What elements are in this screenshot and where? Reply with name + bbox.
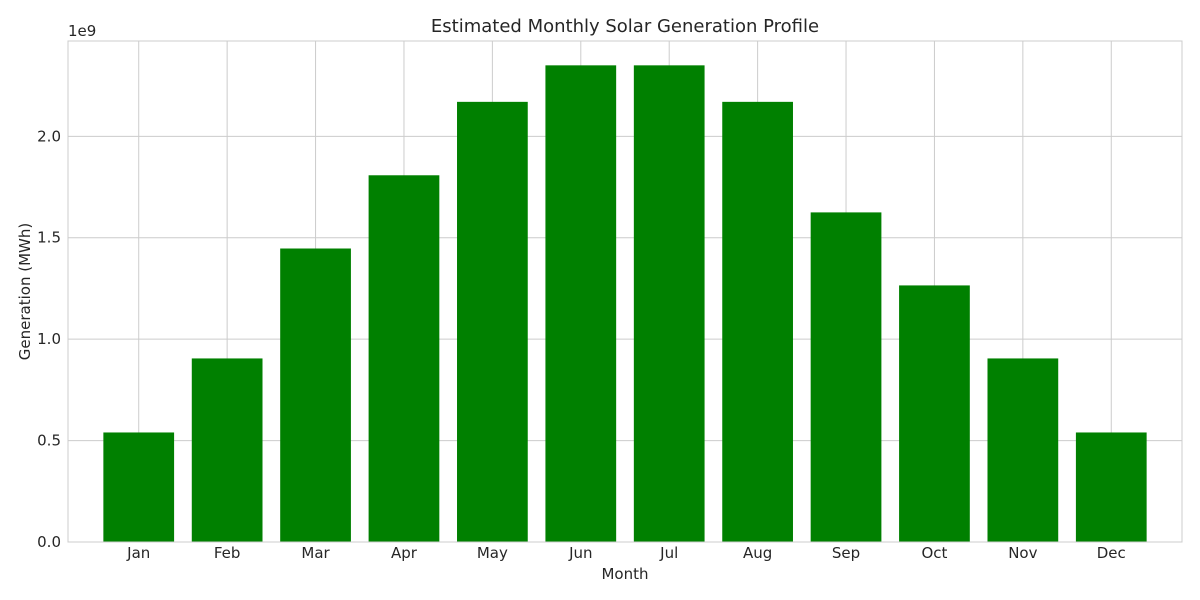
- bars: [103, 65, 1147, 543]
- y-tick-label: 1.5: [37, 229, 61, 247]
- x-tick-label: Jan: [126, 544, 150, 562]
- x-tick-labels: Jan Feb Mar Apr May Jun Jul Aug Sep Oct Nov Dec: [126, 544, 1126, 562]
- x-tick-label: Aug: [743, 544, 772, 562]
- y-axis-offset-text: 1e9: [68, 22, 96, 40]
- x-tick-label: Oct: [921, 544, 947, 562]
- x-tick-label: Jul: [659, 544, 678, 562]
- bar-jul: [633, 65, 705, 542]
- plot-frame: [67, 40, 1183, 543]
- x-tick-label: Nov: [1008, 544, 1037, 562]
- chart-title: Estimated Monthly Solar Generation Profi…: [431, 16, 819, 37]
- bar-jan: [103, 432, 175, 542]
- y-axis-label: Generation (MWh): [16, 223, 34, 360]
- bar-nov: [987, 358, 1059, 542]
- bar-oct: [899, 285, 970, 542]
- bar-aug: [722, 101, 793, 542]
- bar-apr: [368, 175, 440, 542]
- bar-sep: [810, 212, 882, 543]
- y-tick-label: 0.0: [37, 533, 61, 551]
- x-tick-label: Feb: [214, 544, 241, 562]
- x-tick-label: Sep: [832, 544, 860, 562]
- x-axis-label: Month: [601, 565, 648, 583]
- bar-mar: [280, 248, 351, 542]
- y-tick-label: 1.0: [37, 330, 61, 348]
- y-tick-label: 2.0: [37, 127, 61, 145]
- x-tick-label: Mar: [301, 544, 330, 562]
- x-tick-label: Jun: [568, 544, 592, 562]
- bar-dec: [1075, 432, 1147, 542]
- x-tick-label: Dec: [1097, 544, 1126, 562]
- y-tick-label: 0.5: [37, 432, 61, 450]
- bar-may: [457, 101, 528, 542]
- bar-feb: [191, 358, 263, 542]
- x-tick-label: Apr: [391, 544, 418, 562]
- bar-jun: [545, 65, 617, 542]
- y-tick-labels: 0.0 0.5 1.0 1.5 2.0: [37, 127, 61, 551]
- x-tick-label: May: [477, 544, 508, 562]
